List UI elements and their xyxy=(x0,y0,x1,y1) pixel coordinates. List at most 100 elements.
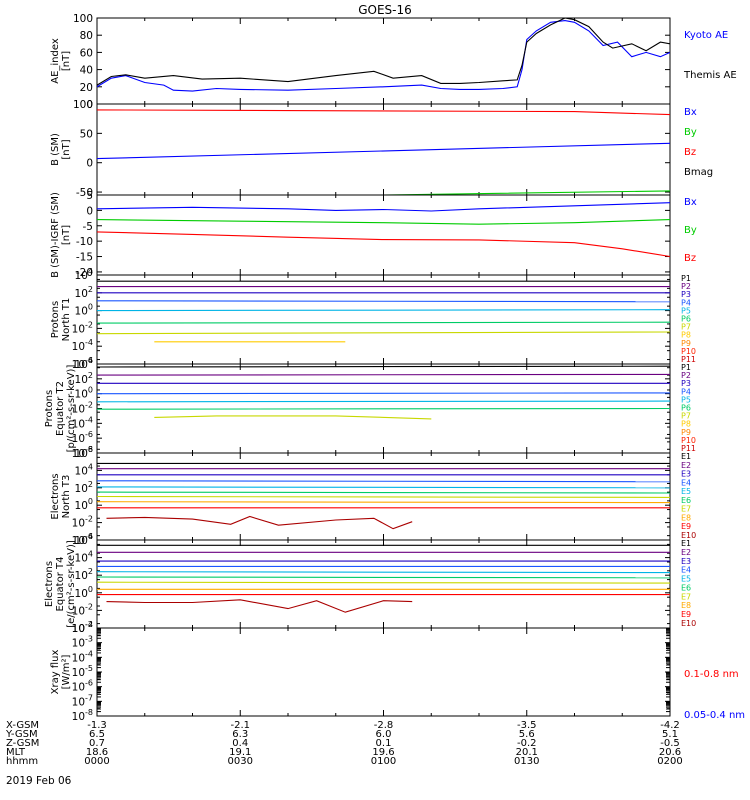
legend-entry-p2: P2 xyxy=(681,371,691,380)
y-tick-label: 106 xyxy=(75,445,93,460)
legend-entry-bz: Bz xyxy=(684,147,696,158)
y-axis-label: North T1 xyxy=(61,298,72,342)
legend-entry-e1: E1 xyxy=(681,452,691,461)
orbit-cell: 5.1 xyxy=(662,729,678,740)
legend-entry-e2: E2 xyxy=(681,461,691,470)
legend-entry-e2: E2 xyxy=(681,548,691,557)
y-tick-label: 106 xyxy=(75,532,93,547)
tick-exponent: 0 xyxy=(88,303,93,312)
orbit-cell: 6.3 xyxy=(232,729,248,740)
orbit-cell: -2.1 xyxy=(230,720,250,731)
tick-base: 10 xyxy=(75,374,88,386)
tick-base: 10 xyxy=(72,667,85,679)
y-axis-label: [nT] xyxy=(61,51,72,71)
y-axis-label: [p/(cm²-s-sr-keV)] xyxy=(66,365,77,453)
tick-base: 10 xyxy=(72,433,85,445)
tick-exponent: -2 xyxy=(85,602,93,611)
orbit-cell: -0.5 xyxy=(660,738,680,749)
tick-exponent: 2 xyxy=(88,480,93,489)
tick-exponent: -4 xyxy=(85,338,93,347)
orbit-cell: 20.6 xyxy=(659,747,681,758)
y-tick-label: 10-2 xyxy=(72,401,93,416)
y-tick-label: 10-6 xyxy=(72,356,93,371)
tick-exponent: -2 xyxy=(85,620,93,629)
figure-title: GOES-16 xyxy=(358,3,412,17)
series-line-bx xyxy=(97,202,670,212)
y-tick-label: 10-4 xyxy=(72,532,93,547)
series-line-e7 xyxy=(97,581,670,584)
y-tick-label: 0 xyxy=(86,99,93,111)
legend-entry-bz: Bz xyxy=(684,253,696,264)
y-tick-label: 104 xyxy=(75,267,93,282)
tick-base: 10 xyxy=(75,306,88,318)
tick-exponent: 0 xyxy=(88,497,93,506)
series-line-p2 xyxy=(97,373,670,376)
tick-base: 10 xyxy=(75,483,88,495)
tick-base: 10 xyxy=(72,711,85,723)
panel-frame xyxy=(96,103,671,196)
legend-entry-p6: P6 xyxy=(681,404,691,413)
tick-exponent: 4 xyxy=(88,462,93,471)
orbit-row-label: MLT xyxy=(6,747,26,758)
legend-entry-p3: P3 xyxy=(681,290,691,299)
orbit-cell: 20.1 xyxy=(516,747,538,758)
tick-exponent: -4 xyxy=(85,620,93,629)
y-tick-label: 10-2 xyxy=(72,620,93,635)
orbit-cell: 0100 xyxy=(371,756,396,767)
series-line-by xyxy=(97,219,670,225)
y-tick-label: -50 xyxy=(76,187,93,199)
legend-entry-p11: P11 xyxy=(681,355,696,364)
legend-entry-e6: E6 xyxy=(681,496,691,505)
legend-entry-e8: E8 xyxy=(681,601,691,610)
legend-entry-p6: P6 xyxy=(681,315,691,324)
tick-base: 10 xyxy=(75,535,88,547)
tick-exponent: 4 xyxy=(88,267,93,276)
y-axis-label: Equator T4 xyxy=(55,557,66,612)
legend-entry-e6: E6 xyxy=(681,583,691,592)
tick-exponent: -2 xyxy=(85,515,93,524)
orbit-cell: -4.2 xyxy=(660,720,680,731)
legend-entry-themis-ae: Themis AE xyxy=(683,70,737,81)
tick-base: 10 xyxy=(72,623,85,635)
orbit-cell: 19.1 xyxy=(229,747,251,758)
tick-base: 10 xyxy=(72,682,85,694)
date-label: 2019 Feb 06 xyxy=(6,775,72,787)
legend-entry-e10: E10 xyxy=(681,619,696,628)
legend-entry-0-1-0-8-nm: 0.1-0.8 nm xyxy=(684,669,739,680)
tick-exponent: -2 xyxy=(85,320,93,329)
legend-entry-bmag: Bmag xyxy=(684,167,713,178)
tick-exponent: -4 xyxy=(85,532,93,541)
y-tick-label: 104 xyxy=(75,462,93,477)
y-tick-label: 60 xyxy=(80,47,93,59)
orbit-cell: 0.4 xyxy=(232,738,248,749)
tick-base: 10 xyxy=(72,341,85,353)
y-axis-label: Electrons xyxy=(44,561,55,607)
y-axis-label: Electrons xyxy=(50,473,61,519)
tick-base: 10 xyxy=(72,638,85,650)
y-axis-label: [nT] xyxy=(61,225,72,245)
tick-base: 10 xyxy=(75,500,88,512)
orbit-cell: -2.8 xyxy=(374,720,394,731)
y-tick-label: 10-5 xyxy=(72,664,93,679)
y-tick-label: 100 xyxy=(75,585,93,600)
orbit-row-label: Y-GSM xyxy=(5,729,38,740)
series-group xyxy=(97,18,670,92)
legend-entry-p7: P7 xyxy=(681,412,691,421)
series-line-e5 xyxy=(97,571,670,574)
legend-entry-e7: E7 xyxy=(681,505,691,514)
tick-exponent: -2 xyxy=(85,401,93,410)
orbit-cell: 0000 xyxy=(84,756,109,767)
tick-exponent: 0 xyxy=(88,386,93,395)
panel-1: 0 20 40 60 80 100 AE_index [nT] Kyoto AE Themis A… xyxy=(50,13,737,111)
y-tick-label: 10-4 xyxy=(72,649,93,664)
y-tick-label: 10-8 xyxy=(72,445,93,460)
tick-exponent: -6 xyxy=(85,356,93,365)
y-tick-label: 10-3 xyxy=(72,635,93,650)
tick-base: 10 xyxy=(72,418,85,430)
y-tick-label: -5 xyxy=(83,221,93,233)
series-group xyxy=(97,544,670,613)
